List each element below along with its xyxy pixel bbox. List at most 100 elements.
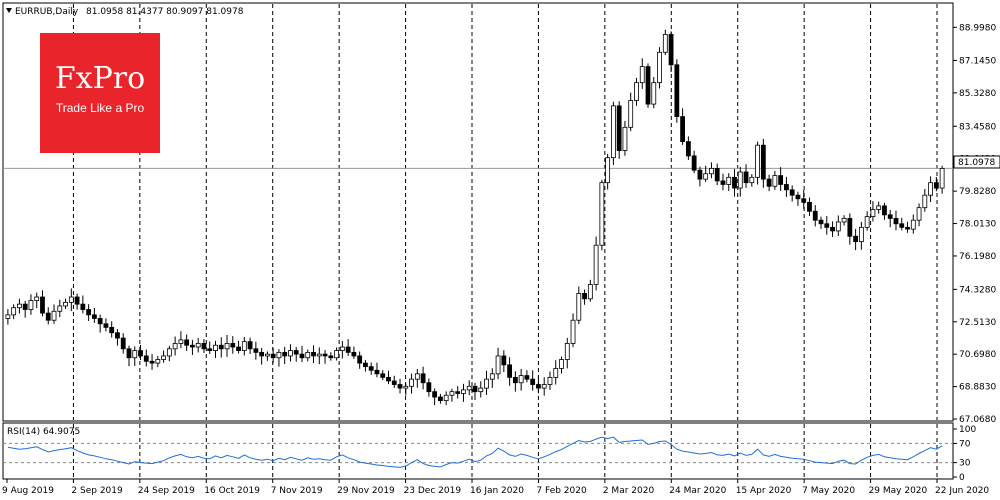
candle (899, 217, 905, 231)
candle (784, 176, 789, 197)
candle (876, 201, 882, 214)
candle (714, 163, 720, 186)
candle (749, 174, 755, 187)
candle (518, 368, 524, 391)
header-symbol: EURRUB,Daily (15, 7, 79, 17)
candle (582, 289, 587, 305)
candle (939, 165, 945, 194)
rsi-line (7, 436, 943, 468)
candle (685, 136, 691, 160)
candle (339, 340, 345, 359)
candle (755, 141, 760, 185)
candle (138, 344, 143, 361)
candle (184, 334, 190, 352)
candle (22, 300, 28, 318)
candle (270, 347, 276, 364)
time-tick-label: 15 Apr 2020 (736, 486, 792, 496)
candle (103, 318, 109, 332)
candle (91, 307, 97, 323)
price-tick-label: 76.1980 (959, 252, 996, 262)
candle (858, 221, 864, 250)
candle (864, 211, 870, 231)
candle (236, 340, 241, 354)
candle (870, 201, 876, 222)
time-tick-label: 24 Sep 2019 (138, 486, 195, 496)
candle (40, 290, 45, 317)
candle (887, 209, 893, 228)
candle (74, 293, 80, 310)
candle (611, 101, 616, 165)
candle (622, 120, 628, 156)
price-tick-label: 88.9980 (959, 23, 996, 33)
candle (247, 337, 253, 354)
candle (45, 307, 51, 325)
candle (218, 337, 224, 358)
rsi-axis: 100 70 30 0 (953, 425, 976, 483)
candle (466, 380, 472, 396)
candle (933, 176, 939, 192)
time-tick-label: 24 Mar 2020 (669, 486, 726, 496)
candle (420, 366, 426, 390)
price-tick-label: 78.0130 (959, 220, 996, 230)
candle (143, 349, 149, 367)
candle (905, 221, 910, 233)
candle (120, 333, 126, 354)
candle (195, 337, 201, 353)
candle (732, 169, 737, 197)
candle (530, 370, 536, 391)
time-tick-label: 7 May 2020 (802, 486, 855, 496)
candle (432, 388, 438, 406)
candle (847, 213, 853, 245)
candle (201, 339, 207, 353)
candle (593, 236, 599, 291)
rsi-panel-frame (2, 422, 954, 480)
candle (328, 352, 334, 361)
candle (391, 375, 397, 388)
candle (766, 174, 772, 192)
candle (605, 153, 611, 190)
candle (17, 298, 22, 314)
candle (910, 214, 916, 234)
candle (86, 304, 92, 321)
candle (674, 59, 680, 123)
candle (801, 190, 807, 209)
rsi-tick-label: 100 (959, 425, 976, 435)
time-tick-label: 7 Nov 2019 (271, 486, 323, 496)
candle (760, 138, 766, 188)
candle (207, 341, 213, 355)
candle (293, 347, 299, 362)
candle (484, 370, 489, 396)
candle (213, 340, 218, 359)
candle (282, 346, 288, 365)
candle (455, 386, 461, 399)
candle (772, 170, 778, 190)
candle (443, 391, 449, 406)
candle (172, 336, 178, 356)
last-price-label: 81.0978 (958, 158, 995, 168)
candle (778, 167, 784, 192)
candle (789, 185, 795, 202)
candle (645, 63, 651, 108)
candle (570, 313, 576, 348)
candle (668, 31, 674, 73)
candle (276, 349, 282, 367)
candle (426, 378, 432, 397)
candle (709, 162, 714, 179)
candle (524, 370, 530, 383)
price-tick-label: 68.8830 (959, 383, 996, 393)
candle (403, 383, 409, 396)
candle (299, 345, 305, 363)
candle (311, 345, 316, 363)
candle (380, 370, 386, 381)
candle (853, 228, 859, 251)
candle (63, 298, 68, 309)
header-ohlc: 81.0958 81.4377 80.9097 81.0978 (86, 7, 244, 17)
candle (628, 92, 634, 132)
candle (397, 378, 403, 394)
main-panel-frame (2, 2, 954, 422)
candle (726, 173, 732, 192)
candle (553, 360, 559, 385)
candle (5, 309, 11, 325)
candle (495, 347, 501, 380)
